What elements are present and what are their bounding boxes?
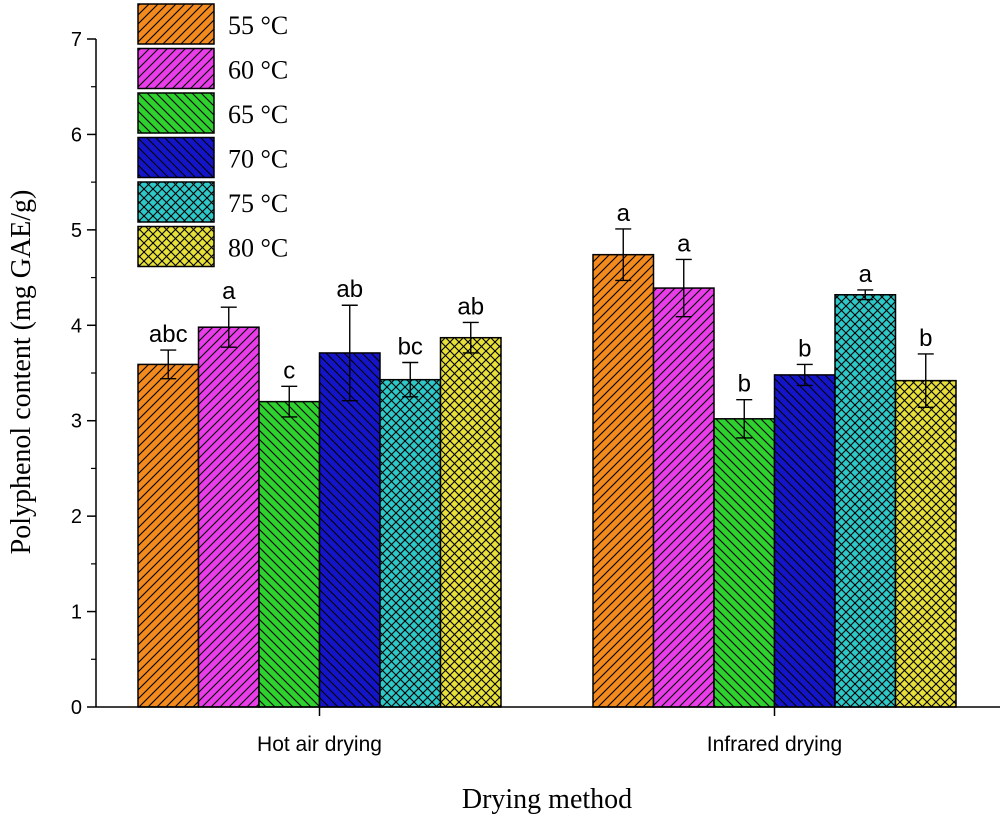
bar-infrared-3 xyxy=(773,374,836,708)
legend-swatch xyxy=(137,136,215,179)
bar-hot-air-2 xyxy=(258,400,321,708)
bar-hot-air-0 xyxy=(137,363,200,708)
legend-label: 60 °C xyxy=(228,56,288,85)
error-bar xyxy=(675,258,692,318)
error-bar xyxy=(796,363,813,387)
error-bar xyxy=(917,353,934,409)
y-axis-title: Polyphenol content (mg GAE/g) xyxy=(6,190,37,555)
significance-label: bc xyxy=(398,334,423,361)
bar-infrared-0 xyxy=(592,253,655,708)
legend-label: 80 °C xyxy=(228,234,288,263)
y-tick-label: 3 xyxy=(71,411,82,433)
significance-label: a xyxy=(617,200,631,227)
x-axis-title: Drying method xyxy=(462,784,632,815)
significance-label: c xyxy=(283,357,295,384)
y-tick-label: 1 xyxy=(71,602,82,624)
error-bar xyxy=(462,321,479,354)
y-tick-label: 4 xyxy=(71,315,82,337)
legend-label: 75 °C xyxy=(228,189,288,218)
bar-hot-air-5 xyxy=(439,336,502,708)
error-bar xyxy=(736,399,753,439)
bar-hot-air-4 xyxy=(379,378,442,708)
legend: 55 °C 60 °C 65 °C 70 °C 75 °C 80 °C xyxy=(137,3,288,268)
error-bar xyxy=(341,304,358,402)
legend-label: 55 °C xyxy=(228,11,288,40)
legend-swatch xyxy=(137,181,215,223)
error-bar xyxy=(281,385,298,418)
legend-swatch xyxy=(137,225,215,268)
error-bar xyxy=(160,349,177,380)
bar-infrared-5 xyxy=(894,379,957,708)
significance-label: a xyxy=(677,230,691,257)
y-tick-label: 0 xyxy=(71,697,82,719)
legend-label: 70 °C xyxy=(228,145,288,174)
legend-swatch xyxy=(137,3,215,45)
significance-label: b xyxy=(919,325,932,352)
error-bar xyxy=(220,306,237,348)
significance-label: a xyxy=(222,278,236,305)
bar-hot-air-3 xyxy=(318,352,381,708)
legend-label: 65 °C xyxy=(228,100,288,129)
y-tick-label: 6 xyxy=(71,124,82,146)
axes-layer: 0 1 2 3 4 5 6 7 Hot air drying Infrared drying xyxy=(71,29,1000,756)
significance-label: a xyxy=(859,261,873,288)
y-tick-label: 2 xyxy=(71,506,82,528)
significance-label: b xyxy=(798,335,811,362)
y-tick-label: 7 xyxy=(71,29,82,51)
error-bar xyxy=(857,289,874,301)
significance-label: abc xyxy=(149,321,188,348)
bar-infrared-4 xyxy=(834,293,897,708)
bar-infrared-2 xyxy=(713,418,776,708)
y-tick-label: 5 xyxy=(71,220,82,242)
bar-hot-air-1 xyxy=(197,326,260,708)
significance-label: b xyxy=(738,371,751,398)
significance-label: ab xyxy=(457,293,484,320)
legend-swatch xyxy=(137,47,215,90)
x-tick-label: Hot air drying xyxy=(257,733,382,756)
error-bar xyxy=(615,228,632,282)
bar-infrared-1 xyxy=(652,287,715,708)
significance-label: ab xyxy=(336,276,363,303)
legend-swatch xyxy=(137,92,215,134)
x-tick-label: Infrared drying xyxy=(707,733,842,756)
error-bar xyxy=(402,361,419,398)
